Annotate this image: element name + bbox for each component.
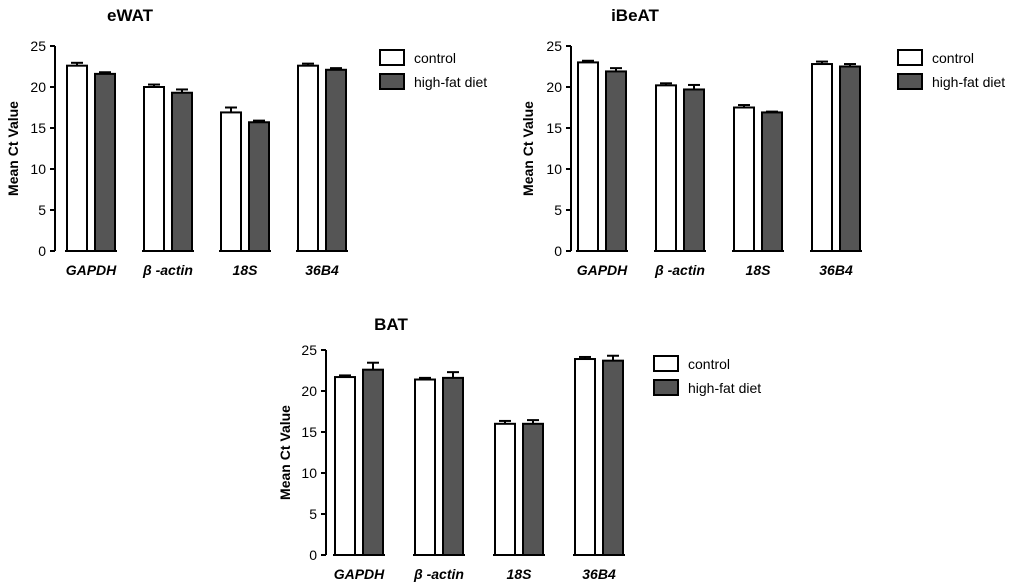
ewat-y-tick-label: 5 — [38, 202, 46, 218]
ewat-bar-high-fat-diet-36b4 — [325, 68, 347, 252]
bat-y-tick-label: 10 — [301, 465, 317, 481]
bat-legend-label-high-fat-diet: high-fat diet — [688, 380, 761, 396]
ibeat-legend-swatch-high-fat-diet — [897, 73, 923, 90]
ewat-bar-high-fat-diet-gapdh — [94, 72, 116, 252]
bat-bar-high-fat-diet-18s — [522, 422, 544, 556]
bat-bar-control-actin — [414, 378, 436, 556]
ibeat-y-tick-label: 15 — [546, 120, 562, 136]
ibeat-chart-svg: iBeAT Mean Ct Value 0 5 10 15 20 25 GAPDH β -acti… — [520, 6, 1005, 278]
ibeat-bar-control-actin — [655, 84, 677, 252]
ibeat-y-tick-label: 0 — [554, 243, 562, 259]
bat-bar-control-gapdh — [334, 376, 356, 556]
ibeat-x-category-label: β -actin — [654, 262, 705, 278]
ewat-legend-label-control: control — [414, 50, 456, 66]
ewat-bar-high-fat-diet-18s — [248, 121, 270, 253]
ewat-legend-label-high-fat-diet: high-fat diet — [414, 74, 487, 90]
chart-panel-ewat: eWAT Mean Ct Value 0 5 10 15 20 25 GAPDH β -actin… — [0, 0, 520, 300]
bat-chart-title: BAT — [374, 315, 408, 334]
ibeat-x-category-label: GAPDH — [577, 262, 628, 278]
ibeat-x-category-label: 36B4 — [819, 262, 853, 278]
ibeat-y-tick-label: 10 — [546, 161, 562, 177]
ewat-x-category-label: β -actin — [142, 262, 193, 278]
ewat-y-tick-label: 0 — [38, 243, 46, 259]
ewat-y-tick-label: 15 — [30, 120, 46, 136]
ewat-y-tick-label: 20 — [30, 79, 46, 95]
ewat-y-tick-label: 10 — [30, 161, 46, 177]
ibeat-bar-control-gapdh — [577, 61, 599, 253]
ewat-legend-swatch-control — [379, 49, 405, 66]
bat-bar-control-36b4 — [574, 358, 596, 556]
ibeat-x-category-label: 18S — [746, 262, 772, 278]
ewat-chart-title: eWAT — [107, 6, 154, 25]
ewat-bar-control-36b4 — [297, 64, 319, 253]
bat-y-axis-label: Mean Ct Value — [277, 405, 293, 500]
ewat-x-category-label: GAPDH — [66, 262, 117, 278]
bat-x-category-label: 18S — [507, 566, 533, 582]
ewat-chart-svg: eWAT Mean Ct Value 0 5 10 15 20 25 GAPDH β -actin… — [5, 6, 487, 278]
bat-chart-svg: BAT Mean Ct Value 0 5 10 15 20 25 GAPDH β -actin 1… — [277, 315, 761, 582]
ibeat-bar-high-fat-diet-36b4 — [839, 65, 861, 252]
ibeat-bar-high-fat-diet-gapdh — [605, 70, 627, 252]
ibeat-bar-high-fat-diet-actin — [683, 88, 705, 252]
ibeat-chart-title: iBeAT — [611, 6, 659, 25]
bat-bar-high-fat-diet-gapdh — [362, 368, 384, 557]
ibeat-y-tick-label: 25 — [546, 38, 562, 54]
bat-y-tick-label: 20 — [301, 383, 317, 399]
bat-bar-high-fat-diet-actin — [442, 376, 464, 556]
bat-y-tick-label: 5 — [309, 506, 317, 522]
ewat-bar-high-fat-diet-actin — [171, 91, 193, 252]
bat-x-category-label: GAPDH — [334, 566, 385, 582]
bat-legend-swatch-control — [653, 355, 679, 372]
bat-x-category-label: 36B4 — [582, 566, 616, 582]
bat-y-tick-label: 0 — [309, 547, 317, 563]
ibeat-legend-label-control: control — [932, 50, 974, 66]
bat-legend-swatch-high-fat-diet — [653, 379, 679, 396]
bat-bar-high-fat-diet-36b4 — [602, 359, 624, 556]
chart-panel-ibeat: iBeAT Mean Ct Value 0 5 10 15 20 25 GAPDH β -acti… — [515, 0, 1024, 300]
ewat-legend-swatch-high-fat-diet — [379, 73, 405, 90]
ibeat-bar-control-18s — [733, 106, 755, 252]
bat-x-category-label: β -actin — [413, 566, 464, 582]
bat-legend-label-control: control — [688, 356, 730, 372]
ibeat-y-axis-label: Mean Ct Value — [520, 101, 536, 196]
ibeat-bar-high-fat-diet-18s — [761, 111, 783, 252]
bat-bar-control-18s — [494, 422, 516, 556]
bat-y-tick-label: 15 — [301, 424, 317, 440]
bat-y-tick-label: 25 — [301, 342, 317, 358]
ewat-bar-control-18s — [220, 111, 242, 252]
ibeat-legend-swatch-control — [897, 49, 923, 66]
ewat-x-category-label: 36B4 — [305, 262, 339, 278]
ibeat-y-tick-label: 20 — [546, 79, 562, 95]
chart-panel-bat: BAT Mean Ct Value 0 5 10 15 20 25 GAPDH β -actin 1… — [272, 305, 792, 588]
ewat-y-axis-label: Mean Ct Value — [5, 101, 21, 196]
ewat-y-tick-label: 25 — [30, 38, 46, 54]
ibeat-y-tick-label: 5 — [554, 202, 562, 218]
ewat-bar-control-gapdh — [66, 64, 88, 253]
ibeat-legend-label-high-fat-diet: high-fat diet — [932, 74, 1005, 90]
ewat-x-category-label: 18S — [233, 262, 259, 278]
ewat-bar-control-actin — [143, 86, 165, 252]
ibeat-bar-control-36b4 — [811, 63, 833, 253]
